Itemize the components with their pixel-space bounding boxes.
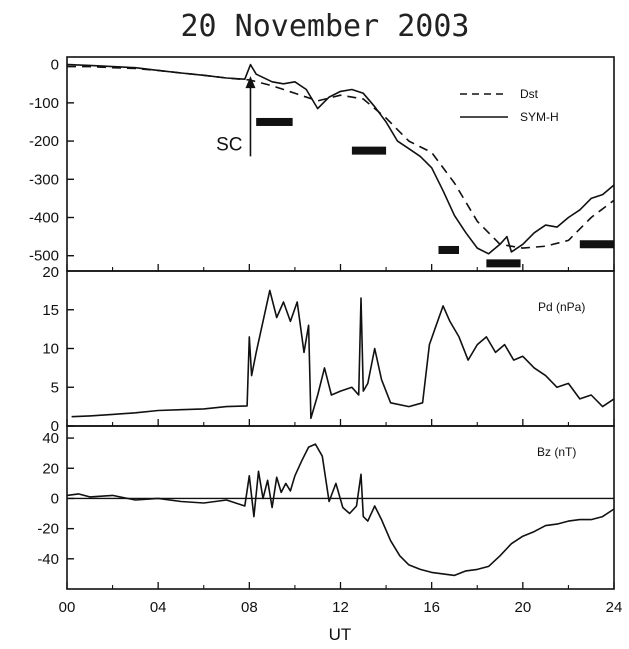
panel-bottom-frame <box>66 425 615 590</box>
legend: Dst SYM-H <box>460 87 559 124</box>
sc-arrow-head <box>245 76 256 89</box>
panel-middle-frame <box>66 270 615 427</box>
y-tick-label: 0 <box>51 57 59 74</box>
bz-label: Bz (nT) <box>537 445 576 459</box>
y-tick-label: 0 <box>51 490 59 507</box>
y-tick-label: -100 <box>29 95 59 112</box>
panel-pd: 0 5 10 15 Pd (nPa) <box>42 270 615 435</box>
x-axis: 00 04 08 12 16 20 24 <box>59 599 623 616</box>
y-tick-label: 10 <box>42 341 59 358</box>
series-line-sym-h <box>66 63 615 255</box>
interval-bar <box>256 117 293 126</box>
y-tick-label: -40 <box>37 551 59 568</box>
interval-bar <box>579 240 614 249</box>
x-tick-label: 16 <box>423 599 440 616</box>
chart-title: 20 November 2003 <box>181 9 470 44</box>
x-tick-label: 12 <box>332 599 349 616</box>
y-tick-label: 20 <box>42 264 59 281</box>
y-tick-label: -200 <box>29 133 59 150</box>
series-line-pd-npa <box>71 289 615 420</box>
legend-dst-label: Dst <box>520 87 539 101</box>
x-tick-label: 20 <box>514 599 531 616</box>
x-tick-label: 00 <box>59 599 76 616</box>
interval-bar <box>351 146 387 155</box>
y-tick-label: 40 <box>42 430 59 447</box>
panel-bz: 40 20 0 -20 -40 Bz (nT) <box>37 425 615 590</box>
y-tick-label: 20 <box>42 460 59 477</box>
y-tick-label: 15 <box>42 302 59 319</box>
interval-bar <box>438 245 460 254</box>
x-tick-label: 24 <box>606 599 623 616</box>
y-tick-label: -20 <box>37 521 59 538</box>
x-axis-label: UT <box>329 625 352 644</box>
pd-label: Pd (nPa) <box>538 300 585 314</box>
y-tick-label: -300 <box>29 171 59 188</box>
y-tick-label: -500 <box>29 248 59 265</box>
series-line-bz-nt <box>66 443 615 577</box>
y-tick-label: -400 <box>29 210 59 227</box>
x-tick-label: 08 <box>241 599 258 616</box>
y-tick-label: 5 <box>51 379 59 396</box>
x-tick-label: 04 <box>150 599 167 616</box>
interval-bar <box>486 259 521 268</box>
y-tick-label: 0 <box>51 418 59 435</box>
sc-label: SC <box>216 134 242 155</box>
legend-symh-label: SYM-H <box>520 110 559 124</box>
